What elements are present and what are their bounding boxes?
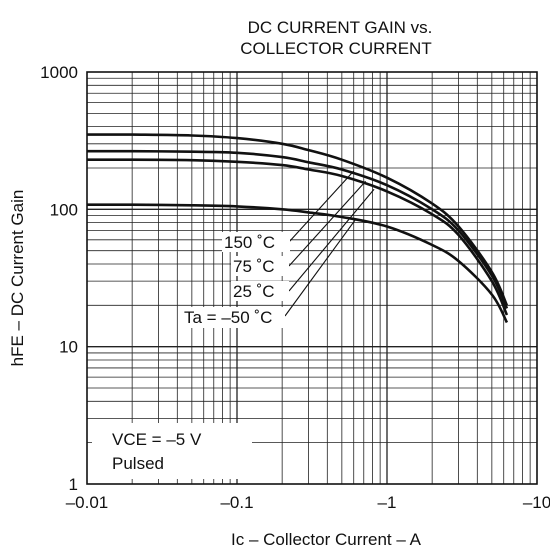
x-tick-label: –0.01 bbox=[66, 493, 109, 512]
series-line-150 bbox=[86, 133, 509, 306]
legend-label-150: 150 ˚C bbox=[224, 233, 275, 252]
series-layer bbox=[86, 133, 509, 324]
x-tick-label: –0.1 bbox=[220, 493, 253, 512]
legend-bg-25 bbox=[231, 281, 289, 301]
series-line-75 bbox=[86, 149, 509, 309]
leader-line bbox=[288, 188, 375, 292]
x-tick-label: –10 bbox=[523, 493, 550, 512]
legend-label-75: 75 ˚C bbox=[233, 257, 275, 276]
legend-leaders bbox=[284, 170, 375, 317]
legend-bg-150 bbox=[222, 232, 290, 252]
y-tick-label: 10 bbox=[59, 338, 78, 357]
y-tick-label: 1 bbox=[69, 475, 78, 494]
legend-bg-75 bbox=[231, 256, 289, 276]
plot-frame bbox=[86, 71, 538, 485]
x-tick-label: –1 bbox=[378, 493, 397, 512]
annotation-vce: VCE = –5 V bbox=[112, 430, 202, 449]
leader-line bbox=[288, 170, 355, 243]
y-tick-label: 1000 bbox=[40, 63, 78, 82]
series-line-minus50 bbox=[87, 203, 509, 324]
conditions-bg bbox=[92, 423, 252, 479]
y-tick-labels: 1 10 100 1000 bbox=[40, 63, 78, 494]
y-axis-label: hFE – DC Current Gain bbox=[8, 190, 27, 367]
annotation-pulsed: Pulsed bbox=[112, 454, 164, 473]
chart-title: DC CURRENT GAIN vs. bbox=[248, 18, 433, 37]
leader-line bbox=[284, 218, 357, 317]
leader-line bbox=[288, 180, 367, 267]
legend-label-25: 25 ˚C bbox=[233, 282, 275, 301]
x-tick-labels: –0.01 –0.1 –1 –10 bbox=[66, 493, 550, 512]
legend-label-m50: Ta = –50 ˚C bbox=[184, 308, 272, 327]
x-axis-label: Ic – Collector Current – A bbox=[231, 530, 422, 549]
series-line-25 bbox=[86, 158, 509, 316]
legend-bg-m50 bbox=[182, 307, 285, 328]
chart-subtitle: COLLECTOR CURRENT bbox=[240, 39, 431, 58]
y-tick-label: 100 bbox=[50, 200, 78, 219]
